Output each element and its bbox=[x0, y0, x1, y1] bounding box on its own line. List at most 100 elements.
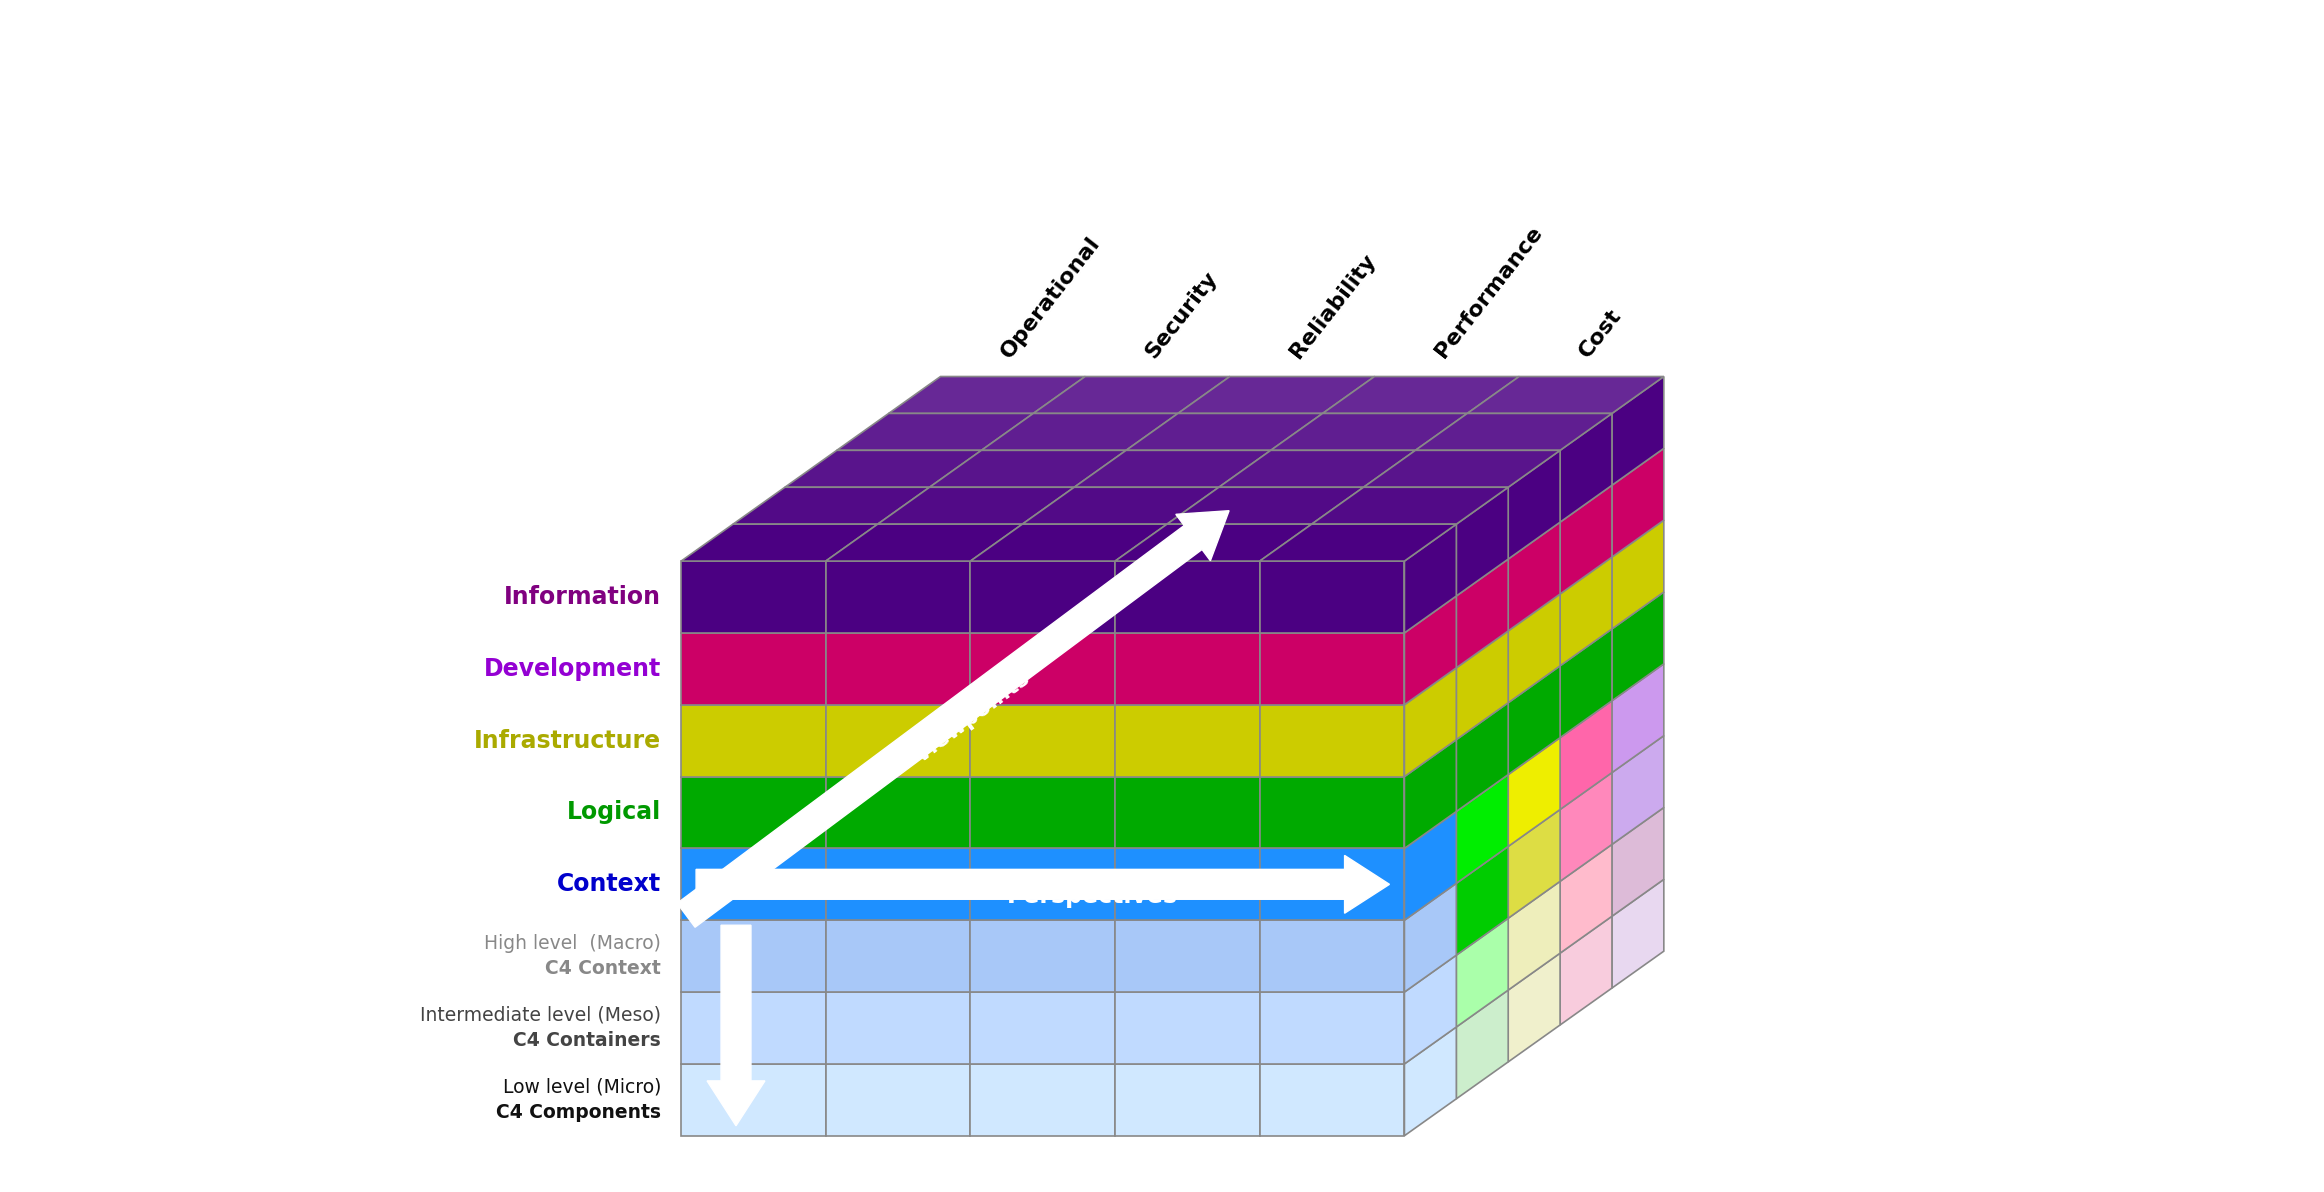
Polygon shape bbox=[1457, 775, 1508, 883]
Polygon shape bbox=[1508, 809, 1559, 918]
Text: Reliability: Reliability bbox=[1287, 250, 1380, 361]
Text: Low level (Micro): Low level (Micro) bbox=[502, 1078, 660, 1097]
Polygon shape bbox=[1613, 880, 1664, 988]
Polygon shape bbox=[1364, 451, 1559, 488]
Polygon shape bbox=[1559, 844, 1613, 954]
Polygon shape bbox=[1559, 772, 1613, 881]
Polygon shape bbox=[1559, 557, 1613, 666]
Text: High level  (Macro): High level (Macro) bbox=[483, 935, 660, 954]
Polygon shape bbox=[1613, 664, 1664, 772]
Text: Cost: Cost bbox=[1576, 305, 1627, 361]
Polygon shape bbox=[825, 992, 971, 1064]
Text: Granularity: Granularity bbox=[720, 955, 741, 1097]
Polygon shape bbox=[1034, 377, 1229, 414]
Polygon shape bbox=[1404, 955, 1457, 1064]
Polygon shape bbox=[1260, 704, 1404, 776]
Polygon shape bbox=[681, 561, 825, 633]
Text: C4 Containers: C4 Containers bbox=[514, 1031, 660, 1050]
Text: Intermediate level (Meso): Intermediate level (Meso) bbox=[421, 1006, 660, 1025]
Text: Development: Development bbox=[483, 657, 660, 681]
Polygon shape bbox=[1178, 377, 1373, 414]
Text: Viewpoints: Viewpoints bbox=[911, 669, 1034, 768]
Polygon shape bbox=[1508, 594, 1559, 703]
Polygon shape bbox=[1404, 883, 1457, 992]
Polygon shape bbox=[681, 633, 825, 704]
Polygon shape bbox=[981, 414, 1178, 451]
Polygon shape bbox=[681, 776, 825, 849]
Polygon shape bbox=[681, 920, 825, 992]
Polygon shape bbox=[971, 776, 1116, 849]
Polygon shape bbox=[1116, 992, 1260, 1064]
Polygon shape bbox=[1116, 920, 1260, 992]
Polygon shape bbox=[971, 704, 1116, 776]
Polygon shape bbox=[1260, 633, 1404, 704]
Polygon shape bbox=[1559, 701, 1613, 809]
Polygon shape bbox=[825, 920, 971, 992]
Polygon shape bbox=[1218, 451, 1415, 488]
Polygon shape bbox=[1260, 849, 1404, 920]
Polygon shape bbox=[1508, 451, 1559, 559]
Polygon shape bbox=[1508, 738, 1559, 846]
Polygon shape bbox=[1127, 414, 1322, 451]
Polygon shape bbox=[1457, 631, 1508, 740]
Text: Logical: Logical bbox=[567, 801, 660, 825]
Polygon shape bbox=[1508, 881, 1559, 991]
Polygon shape bbox=[1466, 377, 1664, 414]
Text: Operational: Operational bbox=[997, 232, 1104, 361]
Polygon shape bbox=[971, 849, 1116, 920]
Polygon shape bbox=[681, 1064, 825, 1136]
Polygon shape bbox=[837, 414, 1034, 451]
Text: C4 Components: C4 Components bbox=[495, 1103, 660, 1122]
Polygon shape bbox=[825, 849, 971, 920]
Polygon shape bbox=[1260, 920, 1404, 992]
Polygon shape bbox=[732, 488, 930, 524]
Polygon shape bbox=[1404, 1028, 1457, 1136]
Polygon shape bbox=[1116, 704, 1260, 776]
Polygon shape bbox=[681, 849, 825, 920]
Polygon shape bbox=[888, 377, 1085, 414]
Polygon shape bbox=[1613, 807, 1664, 917]
Polygon shape bbox=[1116, 524, 1311, 561]
Text: Infrastructure: Infrastructure bbox=[474, 728, 660, 752]
Polygon shape bbox=[971, 633, 1116, 704]
Polygon shape bbox=[1311, 488, 1508, 524]
Text: Context: Context bbox=[558, 873, 660, 896]
Polygon shape bbox=[1404, 740, 1457, 849]
Polygon shape bbox=[825, 524, 1023, 561]
Polygon shape bbox=[825, 776, 971, 849]
FancyArrow shape bbox=[676, 510, 1229, 927]
Polygon shape bbox=[930, 451, 1127, 488]
Polygon shape bbox=[825, 633, 971, 704]
Polygon shape bbox=[1404, 812, 1457, 920]
Polygon shape bbox=[971, 561, 1116, 633]
Polygon shape bbox=[1457, 991, 1508, 1099]
Polygon shape bbox=[786, 451, 981, 488]
Polygon shape bbox=[1023, 488, 1218, 524]
Polygon shape bbox=[1260, 561, 1404, 633]
Polygon shape bbox=[1508, 666, 1559, 775]
Polygon shape bbox=[1404, 524, 1457, 633]
Polygon shape bbox=[1116, 561, 1260, 633]
FancyArrow shape bbox=[706, 925, 765, 1125]
Polygon shape bbox=[1457, 918, 1508, 1028]
Polygon shape bbox=[1167, 488, 1364, 524]
Polygon shape bbox=[1116, 1064, 1260, 1136]
Polygon shape bbox=[1613, 735, 1664, 844]
Text: C4 Context: C4 Context bbox=[546, 960, 660, 979]
Polygon shape bbox=[1613, 377, 1664, 485]
Polygon shape bbox=[1404, 596, 1457, 704]
Polygon shape bbox=[971, 1064, 1116, 1136]
Polygon shape bbox=[1613, 592, 1664, 701]
Polygon shape bbox=[1559, 917, 1613, 1025]
Polygon shape bbox=[1116, 633, 1260, 704]
Polygon shape bbox=[1260, 992, 1404, 1064]
Polygon shape bbox=[1613, 520, 1664, 629]
Polygon shape bbox=[1322, 377, 1520, 414]
Polygon shape bbox=[878, 488, 1074, 524]
Polygon shape bbox=[1559, 485, 1613, 594]
FancyArrow shape bbox=[697, 856, 1390, 913]
Polygon shape bbox=[1613, 448, 1664, 557]
Polygon shape bbox=[1404, 668, 1457, 776]
Polygon shape bbox=[1116, 776, 1260, 849]
Polygon shape bbox=[1271, 414, 1466, 451]
